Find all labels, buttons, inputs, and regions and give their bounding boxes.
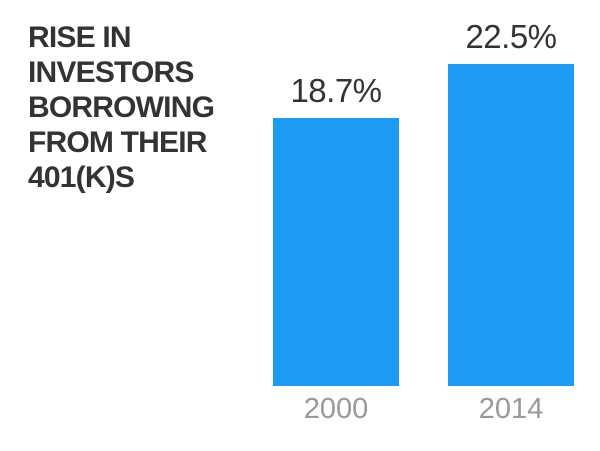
- bar-group-2000: 18.7% 2000: [273, 72, 399, 425]
- value-label-2014: 22.5%: [465, 18, 557, 55]
- value-label-2000: 18.7%: [290, 72, 382, 109]
- category-label-2000: 2000: [303, 393, 369, 425]
- bar-2014: [448, 64, 574, 386]
- bar-2000: [273, 118, 399, 386]
- bar-group-2014: 22.5% 2014: [448, 18, 574, 425]
- chart-title: RISE IN INVESTORS BORROWING FROM THEIR 4…: [28, 21, 215, 194]
- category-label-2014: 2014: [478, 393, 544, 425]
